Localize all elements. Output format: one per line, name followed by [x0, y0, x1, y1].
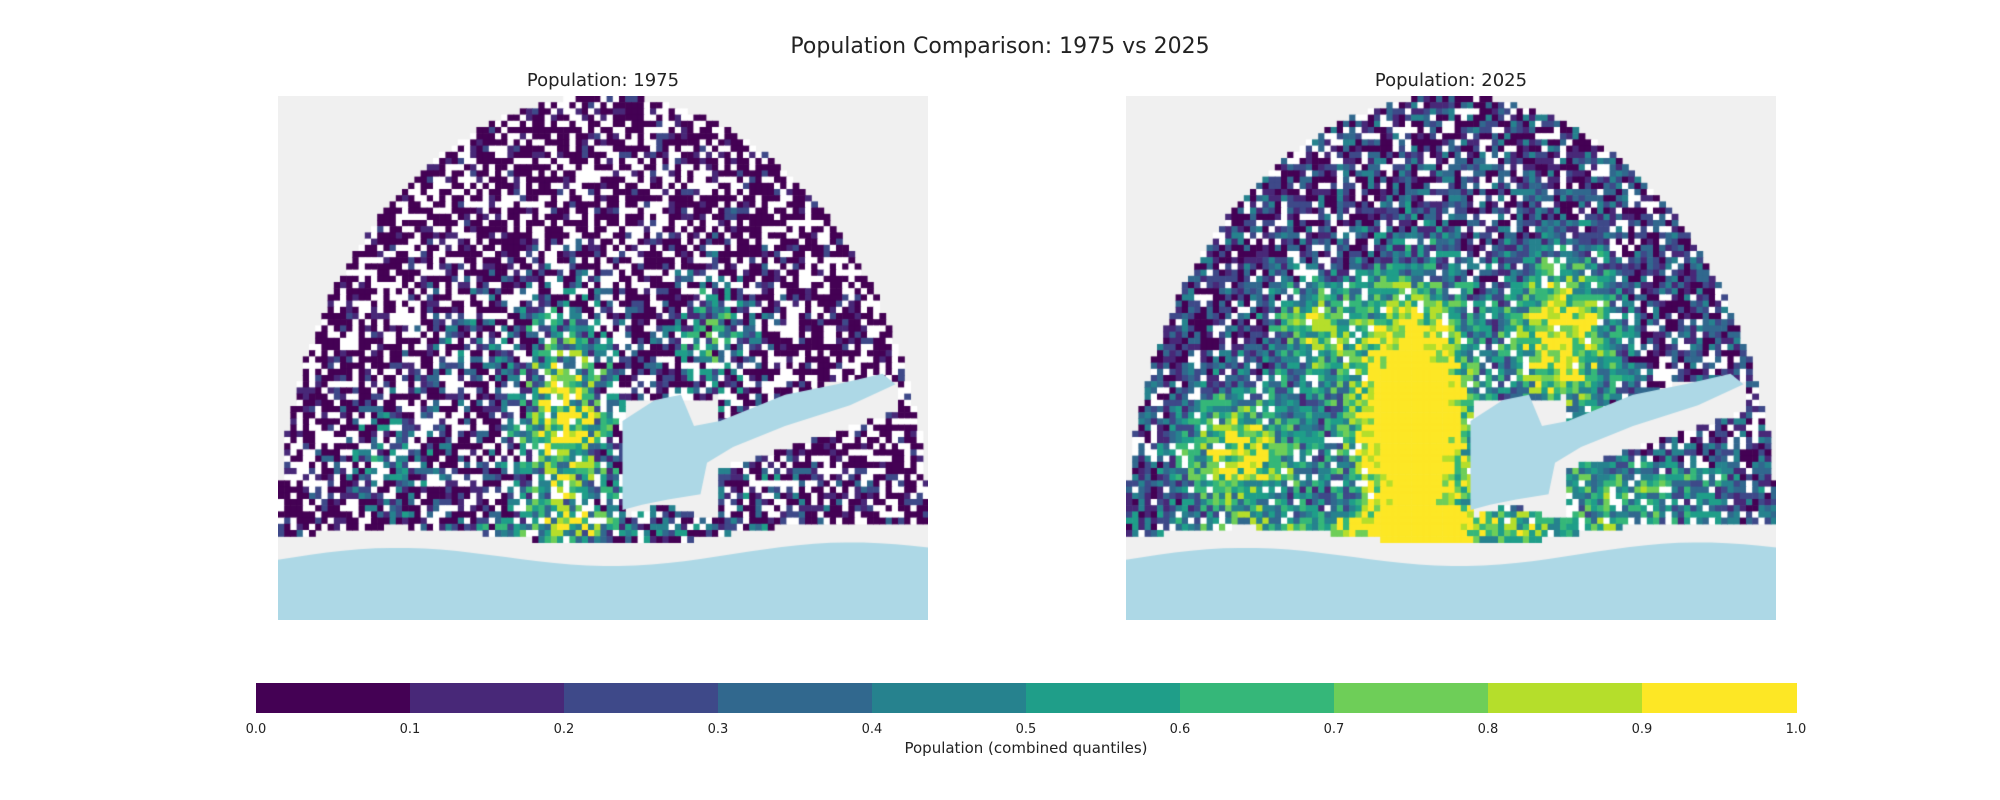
colorbar-tick-label: 0.2	[553, 722, 575, 737]
colorbar-segment	[1642, 683, 1797, 713]
colorbar-tick-label: 1.0	[1785, 722, 1807, 737]
colorbar-segment	[1180, 683, 1335, 713]
colorbar-tick-label: 0.9	[1631, 722, 1653, 737]
colorbar-tick-label: 0.1	[399, 722, 421, 737]
colorbar-segment	[256, 683, 411, 713]
colorbar-tick-label: 0.7	[1323, 722, 1345, 737]
colorbar-segment	[410, 683, 565, 713]
colorbar-segment	[564, 683, 719, 713]
heatmap-2025	[1126, 96, 1776, 620]
colorbar-tick-label: 0.8	[1477, 722, 1499, 737]
colorbar	[256, 683, 1797, 713]
heatmap-1975	[278, 96, 928, 620]
colorbar-tick-label: 0.5	[1015, 722, 1037, 737]
chart-title: Population Comparison: 1975 vs 2025	[790, 34, 1210, 59]
colorbar-tick-label: 0.3	[707, 722, 729, 737]
colorbar-segment	[872, 683, 1027, 713]
colorbar-segment	[1488, 683, 1643, 713]
colorbar-tick-label: 0.0	[245, 722, 267, 737]
colorbar-segment	[1334, 683, 1489, 713]
colorbar-segment	[718, 683, 873, 713]
colorbar-label: Population (combined quantiles)	[904, 739, 1148, 757]
colorbar-tick-label: 0.6	[1169, 722, 1191, 737]
panel-title-2025: Population: 2025	[1374, 70, 1528, 91]
colorbar-segment	[1026, 683, 1181, 713]
panel-title-1975: Population: 1975	[526, 70, 680, 91]
colorbar-tick-label: 0.4	[861, 722, 883, 737]
